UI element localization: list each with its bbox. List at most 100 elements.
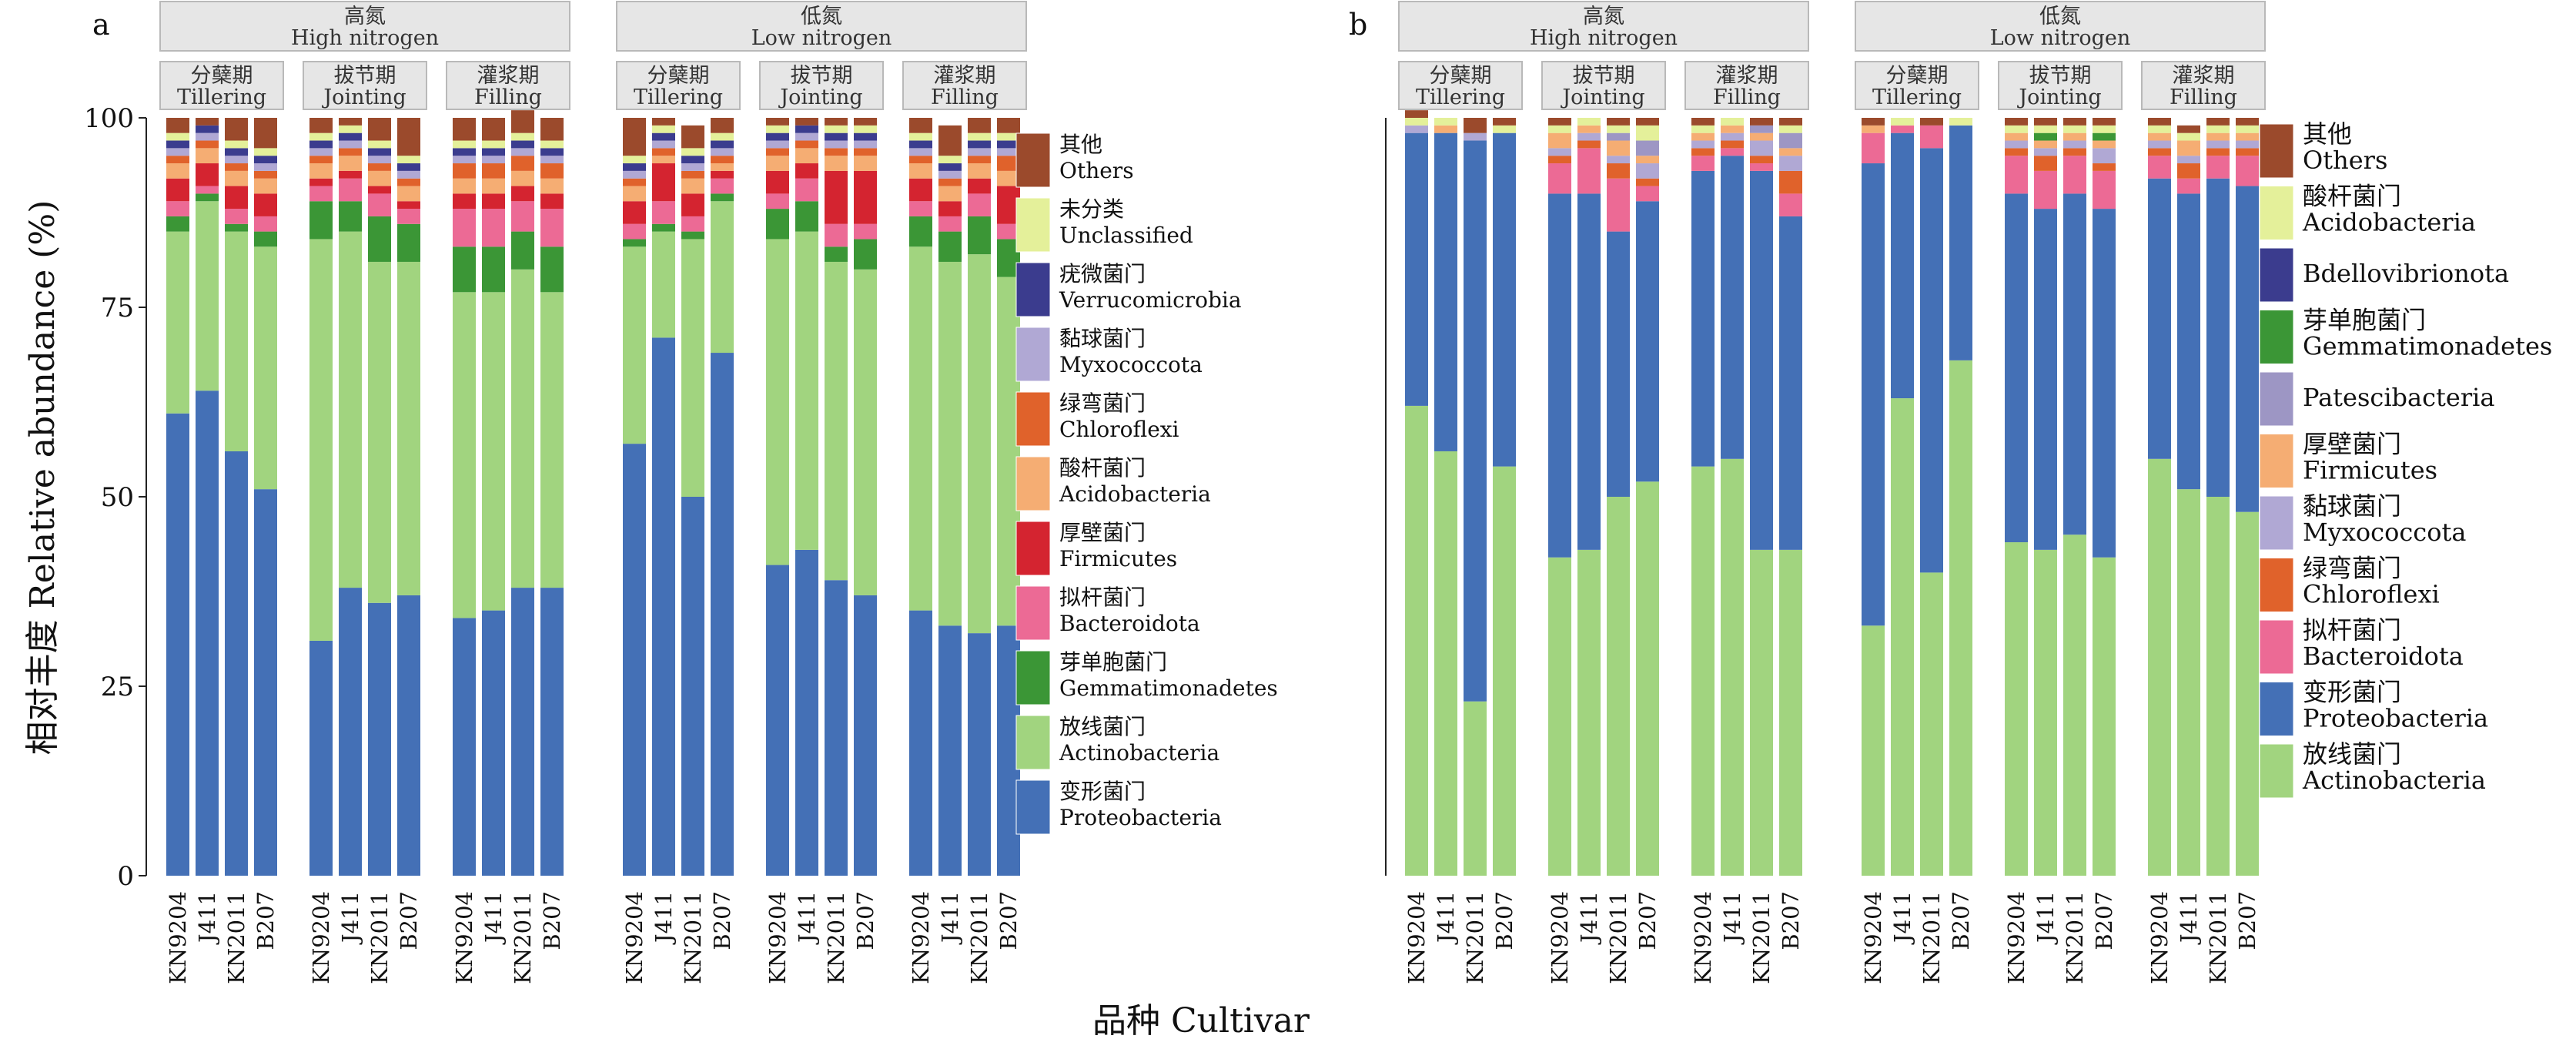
bar-segment bbox=[511, 170, 534, 186]
bar-segment bbox=[938, 625, 962, 876]
bar-segment bbox=[795, 178, 818, 202]
bar-segment bbox=[938, 261, 962, 626]
bar-segment bbox=[397, 118, 420, 156]
cultivar-label: KN2011 bbox=[1919, 891, 1945, 984]
bar-segment bbox=[1636, 156, 1659, 164]
bar-segment bbox=[909, 246, 932, 611]
bar-segment bbox=[1636, 140, 1659, 156]
bar-segment bbox=[1607, 163, 1630, 179]
bar-segment bbox=[711, 163, 734, 171]
bar-segment bbox=[711, 148, 734, 156]
bar-segment bbox=[1434, 118, 1457, 126]
bar-segment bbox=[339, 148, 362, 156]
bar-segment bbox=[2177, 132, 2200, 141]
bar-segment bbox=[225, 163, 248, 171]
legend-label-en: Unclassified bbox=[1059, 223, 1193, 248]
bar-segment bbox=[1721, 140, 1744, 149]
bar-segment bbox=[2148, 125, 2171, 133]
legend-swatch bbox=[2259, 371, 2294, 427]
bar-segment bbox=[681, 148, 704, 156]
legend-swatch bbox=[2259, 619, 2294, 675]
bar-segment bbox=[397, 178, 420, 186]
bar-segment bbox=[825, 156, 848, 171]
stage-label-en: Jointing bbox=[321, 85, 406, 109]
bar-segment bbox=[1577, 193, 1601, 550]
bar-segment bbox=[540, 246, 564, 293]
bar-segment bbox=[540, 148, 564, 156]
bar-segment bbox=[652, 231, 675, 338]
bar-segment bbox=[1607, 132, 1630, 141]
bar-segment bbox=[2236, 186, 2259, 512]
bar-segment bbox=[225, 223, 248, 232]
legend-label-cn: 绿弯菌门 bbox=[2303, 554, 2401, 583]
bar-segment bbox=[453, 163, 476, 179]
bar-segment bbox=[2005, 125, 2028, 133]
bar-segment bbox=[1949, 125, 1972, 360]
bar-segment bbox=[1691, 148, 1715, 156]
bar-segment bbox=[795, 148, 818, 164]
legend-label-en: Chloroflexi bbox=[2303, 580, 2440, 609]
bar-segment bbox=[1577, 118, 1601, 126]
bar-segment bbox=[938, 163, 962, 171]
bar-segment bbox=[368, 140, 391, 149]
cultivar-label: KN2011 bbox=[966, 891, 992, 984]
bar-segment bbox=[681, 178, 704, 194]
legend-swatch bbox=[2259, 434, 2294, 488]
bar-segment bbox=[368, 148, 391, 156]
legend-label-cn: 拟杆菌门 bbox=[1059, 585, 1146, 610]
bar-segment bbox=[166, 231, 189, 414]
bar-segment bbox=[2005, 140, 2028, 149]
bar-segment bbox=[368, 170, 391, 186]
bar-segment bbox=[482, 148, 505, 156]
stage-label-en: Jointing bbox=[1560, 85, 1644, 109]
bar-segment bbox=[652, 148, 675, 156]
bar-segment bbox=[968, 193, 991, 216]
bar-segment bbox=[166, 216, 189, 232]
cultivar-label: J411 bbox=[480, 891, 507, 945]
legend-swatch bbox=[1015, 779, 1051, 835]
legend-label-en: Gemmatimonadetes bbox=[2303, 332, 2552, 361]
bar-segment bbox=[1636, 186, 1659, 202]
bar-segment bbox=[309, 239, 333, 641]
bar-segment bbox=[681, 497, 704, 876]
legend-label-en: Bacteroidota bbox=[2303, 642, 2464, 671]
bar-segment bbox=[453, 140, 476, 149]
bar-segment bbox=[1577, 549, 1601, 876]
cultivar-label: KN9204 bbox=[764, 891, 791, 984]
legend-label-en: Firmicutes bbox=[1059, 546, 1177, 571]
bar-segment bbox=[2148, 178, 2171, 459]
bar-segment bbox=[1779, 118, 1802, 126]
cultivar-label: B207 bbox=[253, 891, 279, 950]
cultivar-label: KN9204 bbox=[1547, 891, 1573, 984]
bar-segment bbox=[652, 163, 675, 202]
stage-label-cn: 分蘖期 bbox=[1430, 64, 1492, 88]
cultivar-label: KN2011 bbox=[1748, 891, 1775, 984]
bar-segment bbox=[2063, 140, 2086, 149]
bar-segment bbox=[1434, 132, 1457, 451]
bar-segment bbox=[225, 170, 248, 186]
bar-segment bbox=[1607, 231, 1630, 497]
bar-segment bbox=[681, 125, 704, 149]
stage-label-en: Filling bbox=[2170, 85, 2237, 109]
bar-segment bbox=[2236, 140, 2259, 149]
stage-label-cn: 拔节期 bbox=[2029, 64, 2092, 88]
bar-segment bbox=[225, 118, 248, 141]
y-axis-title: 相对丰度 Relative abundance (%) bbox=[23, 200, 62, 756]
bar-segment bbox=[254, 246, 277, 490]
bar-segment bbox=[623, 156, 646, 164]
bar-segment bbox=[1548, 193, 1571, 558]
legend-label-en: Bacteroidota bbox=[1059, 611, 1200, 636]
bar-segment bbox=[225, 209, 248, 224]
bar-segment bbox=[938, 186, 962, 202]
legend-label-en: Patescibacteria bbox=[2303, 383, 2494, 412]
bar-segment bbox=[1405, 125, 1428, 133]
bar-segment bbox=[2005, 132, 2028, 141]
bar-segment bbox=[2177, 140, 2200, 156]
bar-segment bbox=[368, 261, 391, 603]
bar-segment bbox=[795, 201, 818, 232]
bar-segment bbox=[623, 178, 646, 186]
bar-segment bbox=[623, 163, 646, 171]
